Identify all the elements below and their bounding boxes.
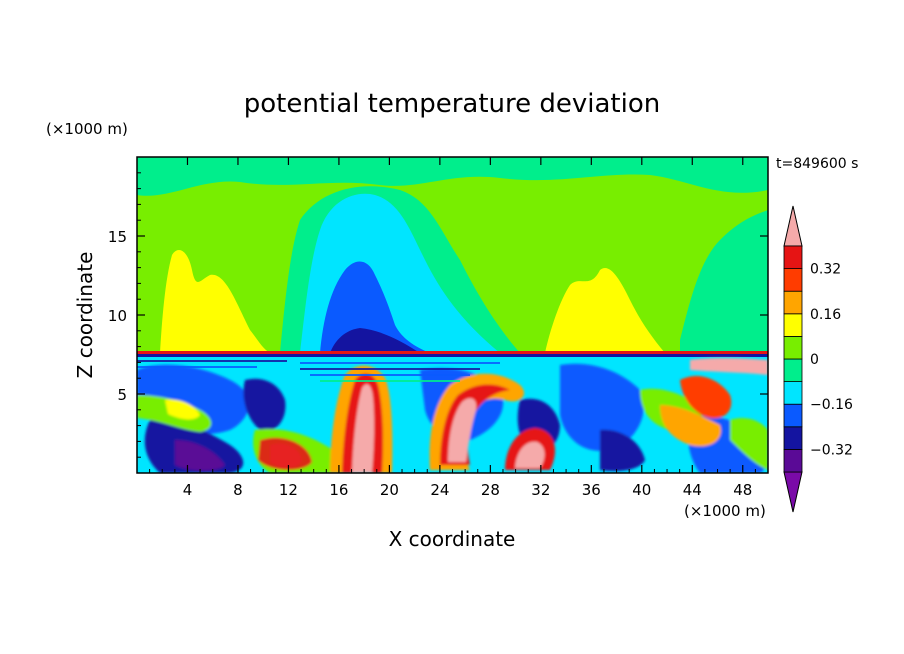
lower-purple-1 bbox=[175, 440, 225, 471]
y-tick-label: 10 bbox=[108, 307, 127, 325]
field-top-band bbox=[137, 157, 768, 196]
y-tick-label: 5 bbox=[117, 386, 127, 404]
x-tick-label: 12 bbox=[279, 481, 298, 499]
lower-blue-3 bbox=[560, 363, 644, 451]
lower-yellow-1 bbox=[165, 399, 200, 420]
lower-plume3-pink bbox=[515, 441, 545, 468]
x-tick-label: 20 bbox=[380, 481, 399, 499]
lower-right-green bbox=[730, 418, 768, 470]
colorbar-box bbox=[783, 335, 803, 360]
x-tick-label: 44 bbox=[683, 481, 702, 499]
lower-navy-4 bbox=[600, 429, 645, 472]
colorbar-box bbox=[783, 245, 803, 270]
lower-red-left bbox=[258, 437, 312, 471]
y-tick-label: 15 bbox=[108, 228, 127, 246]
wave-striations bbox=[137, 360, 500, 382]
colorbar-box bbox=[783, 403, 803, 428]
x-tick-label: 40 bbox=[632, 481, 651, 499]
colorbar-over-triangle bbox=[783, 205, 803, 247]
colorbar-box bbox=[783, 313, 803, 337]
z-unit-label: (×1000 m) bbox=[46, 120, 128, 138]
x-tick-label: 4 bbox=[183, 481, 193, 499]
colorbar-under-triangle bbox=[783, 471, 803, 513]
colorbar-box bbox=[783, 448, 803, 473]
lower-plume2-pink bbox=[448, 398, 477, 462]
colorbar-label: 0.16 bbox=[810, 307, 841, 323]
colorbar-label: −0.16 bbox=[810, 397, 853, 413]
x-tick-label: 8 bbox=[233, 481, 243, 499]
x-tick-label: 28 bbox=[481, 481, 500, 499]
field-yellow-right bbox=[545, 268, 665, 353]
colorbar-box bbox=[783, 358, 803, 383]
x-axis-title: X coordinate bbox=[389, 527, 516, 551]
x-unit-label: (×1000 m) bbox=[684, 502, 766, 520]
x-tick-label: 16 bbox=[329, 481, 348, 499]
y-axis-title: Z coordinate bbox=[73, 252, 97, 379]
colorbar-box bbox=[783, 268, 803, 292]
field-interface-2 bbox=[137, 354, 768, 357]
chart-title: potential temperature deviation bbox=[244, 89, 660, 119]
time-label: t=849600 s bbox=[776, 156, 858, 172]
x-tick-label: 24 bbox=[430, 481, 449, 499]
field-darkblue bbox=[330, 328, 420, 353]
colorbar: 0.32 0.16 0 −0.16 −0.32 bbox=[783, 205, 853, 513]
x-tick-label: 36 bbox=[582, 481, 601, 499]
colorbar-label: −0.32 bbox=[810, 442, 853, 458]
field-yellow-left bbox=[160, 250, 270, 353]
colorbar-label: 0.32 bbox=[810, 262, 841, 278]
colorbar-label: 0 bbox=[810, 352, 819, 368]
field-blue-plume bbox=[320, 261, 430, 353]
x-tick-label: 32 bbox=[531, 481, 550, 499]
heatmap-field bbox=[137, 157, 768, 473]
x-tick-label: 48 bbox=[733, 481, 752, 499]
y-axis: 5 10 15 bbox=[108, 172, 768, 458]
lower-right-orange bbox=[680, 375, 732, 419]
field-teal-right bbox=[680, 210, 768, 353]
colorbar-box bbox=[783, 381, 803, 405]
lower-plume-pink bbox=[352, 384, 375, 473]
lower-right-pink bbox=[690, 358, 768, 375]
x-axis: 4 8 12 16 20 24 28 32 36 40 44 48 bbox=[149, 157, 756, 499]
lower-yellow-2 bbox=[660, 405, 721, 447]
lower-navy-2 bbox=[243, 378, 286, 431]
colorbar-box bbox=[783, 426, 803, 450]
colorbar-box bbox=[783, 290, 803, 315]
field-interface bbox=[137, 351, 768, 356]
